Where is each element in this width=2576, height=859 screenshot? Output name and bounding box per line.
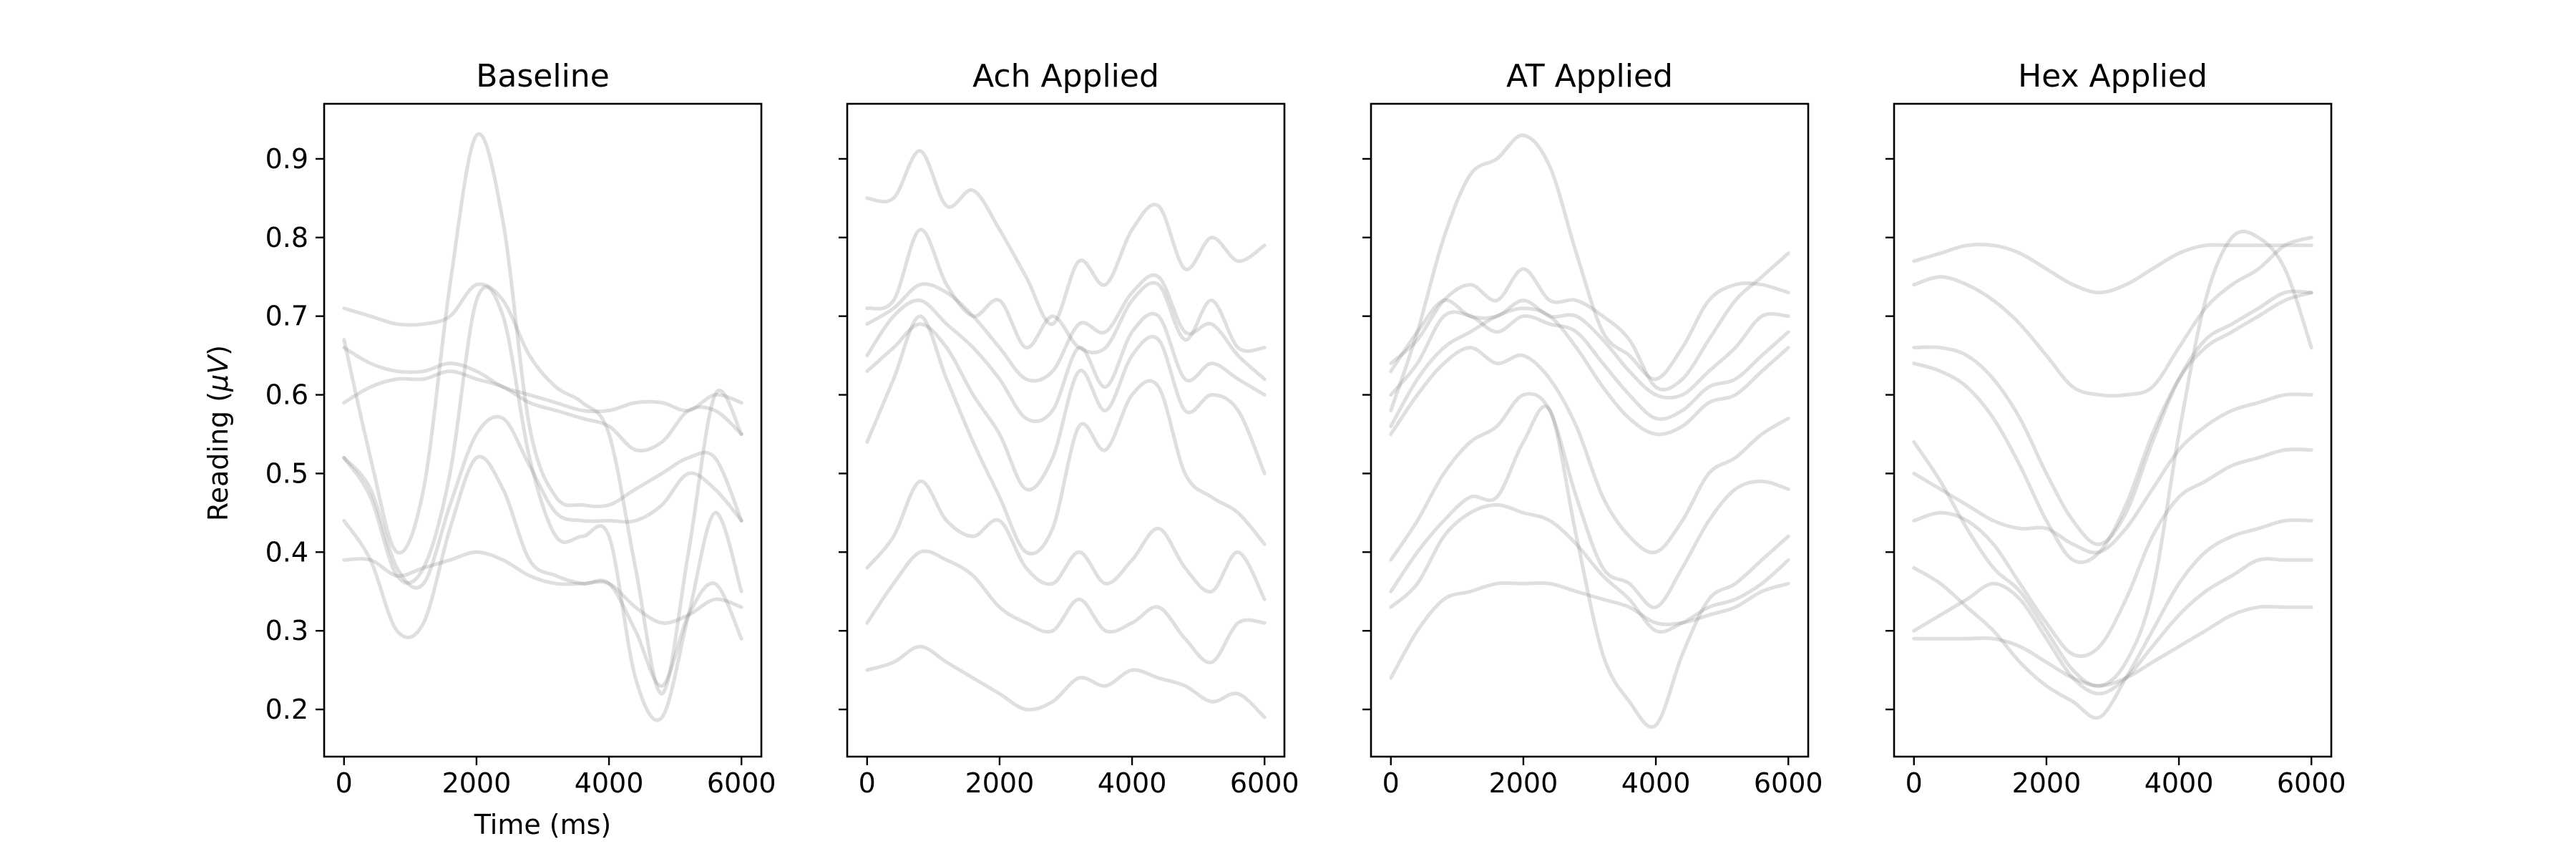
trace-line (1389, 346, 1790, 555)
y-axis-label-group: Reading (μV) (203, 345, 234, 521)
x-tick-label: 4000 (2145, 767, 2214, 799)
trace-line (1912, 604, 2313, 688)
trace-line (342, 455, 743, 688)
x-tick-label: 0 (336, 767, 353, 799)
trace-line (342, 132, 743, 555)
trace-line (1912, 557, 2313, 696)
panel: Ach Applied 0 2000 4000 6000 (839, 58, 1299, 799)
trace-line (1389, 251, 1790, 392)
trace-line (1389, 310, 1790, 421)
trace-line (1912, 242, 2313, 295)
panel-title: Baseline (476, 58, 610, 94)
y-axis-label: Reading (μV) (203, 345, 234, 521)
trace-line (1389, 404, 1790, 729)
panel: Hex Applied 0 2000 4000 6000 (1885, 58, 2346, 799)
trace-line (865, 273, 1267, 383)
trace-line (342, 346, 743, 414)
trace-line (1912, 291, 2313, 564)
trace-line (865, 149, 1267, 326)
panel: AT Applied 0 2000 4000 6000 (1362, 58, 1823, 799)
x-tick-label: 2000 (1489, 767, 1558, 799)
y-tick-label: 0.2 (265, 694, 308, 725)
trace-line (1912, 229, 2313, 688)
trace-line (342, 550, 743, 625)
trace-line (1389, 306, 1790, 437)
x-tick-label: 2000 (442, 767, 512, 799)
trace-line (342, 369, 743, 453)
x-tick-label: 2000 (965, 767, 1035, 799)
trace-line (1912, 392, 2313, 555)
panels: Baseline 0.2 0.3 0.4 0.5 0.6 0.7 0.8 0.9 0 2000 400… (265, 58, 2346, 840)
trace-line (865, 322, 1267, 492)
x-axis-label: Time (ms) (474, 809, 612, 840)
x-tick-label: 2000 (2012, 767, 2082, 799)
y-tick-label: 0.6 (265, 379, 308, 411)
trace-line (865, 479, 1267, 601)
x-tick-label: 0 (859, 767, 876, 799)
x-tick-label: 4000 (1098, 767, 1167, 799)
panel-frame (1370, 102, 1810, 758)
panel-frame (323, 102, 763, 758)
trace-line (865, 314, 1267, 555)
trace-line (1389, 133, 1790, 412)
y-tick-label: 0.8 (265, 222, 308, 253)
trace-line (1389, 298, 1790, 400)
x-tick-label: 4000 (575, 767, 644, 799)
trace-line (1912, 236, 2313, 398)
panel-title: Ach Applied (972, 58, 1159, 94)
y-tick-label: 0.3 (265, 615, 308, 646)
panel-title: AT Applied (1506, 58, 1673, 94)
panel-title: Hex Applied (2018, 58, 2207, 94)
x-tick-label: 6000 (2277, 767, 2346, 799)
y-tick-label: 0.4 (265, 536, 308, 568)
x-tick-label: 6000 (707, 767, 776, 799)
traces (1912, 229, 2313, 720)
y-tick-label: 0.9 (265, 143, 308, 175)
panel-frame (846, 102, 1286, 758)
traces (1389, 133, 1790, 729)
trace-line (865, 299, 1267, 424)
x-tick-label: 6000 (1230, 767, 1299, 799)
y-tick-label: 0.5 (265, 457, 308, 489)
x-tick-label: 6000 (1754, 767, 1823, 799)
trace-line (1389, 503, 1790, 634)
trace-line (1912, 289, 2313, 546)
trace-line (1912, 518, 2313, 720)
x-tick-label: 4000 (1621, 767, 1691, 799)
trace-line (865, 549, 1267, 664)
panel-frame (1893, 102, 2333, 758)
x-tick-label: 0 (1382, 767, 1400, 799)
trace-line (1389, 392, 1790, 609)
y-tick-label: 0.7 (265, 301, 308, 332)
trace-line (342, 282, 743, 696)
trace-line (1912, 447, 2313, 659)
traces (865, 149, 1267, 719)
trace-line (342, 285, 743, 722)
trace-line (342, 414, 743, 590)
panel: Baseline 0.2 0.3 0.4 0.5 0.6 0.7 0.8 0.9 0 2000 400… (265, 58, 776, 840)
traces (342, 132, 743, 722)
x-tick-label: 0 (1906, 767, 1923, 799)
trace-line (865, 644, 1267, 719)
trace-line (1389, 581, 1790, 680)
trace-line (865, 228, 1267, 354)
